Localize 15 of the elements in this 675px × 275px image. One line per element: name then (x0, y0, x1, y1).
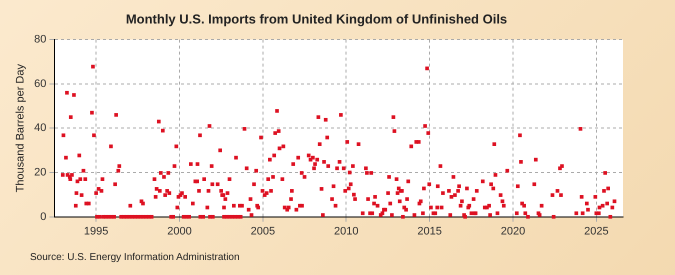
x-tick-label: 2005 (250, 225, 276, 238)
source-note: Source: U.S. Energy Information Administration (30, 252, 240, 263)
x-tick-label: 2025 (584, 225, 609, 238)
x-tick-label: 2020 (500, 225, 526, 238)
y-tick-label: 40 (34, 122, 46, 134)
y-tick-label: 80 (34, 34, 46, 46)
y-tick-label: 0 (40, 210, 46, 223)
x-tick-label: 2015 (417, 225, 442, 238)
y-tick-label: 60 (34, 78, 46, 90)
x-tick-label: 2010 (334, 225, 358, 238)
y-axis-title: Thousand Barrels per Day (14, 64, 27, 192)
y-tick-label: 20 (34, 166, 46, 179)
x-tick-label: 1995 (84, 225, 108, 238)
x-tick-label: 2000 (167, 225, 192, 238)
chart-title: Monthly U.S. Imports from United Kingdom of Unfinished Oils (126, 11, 508, 26)
